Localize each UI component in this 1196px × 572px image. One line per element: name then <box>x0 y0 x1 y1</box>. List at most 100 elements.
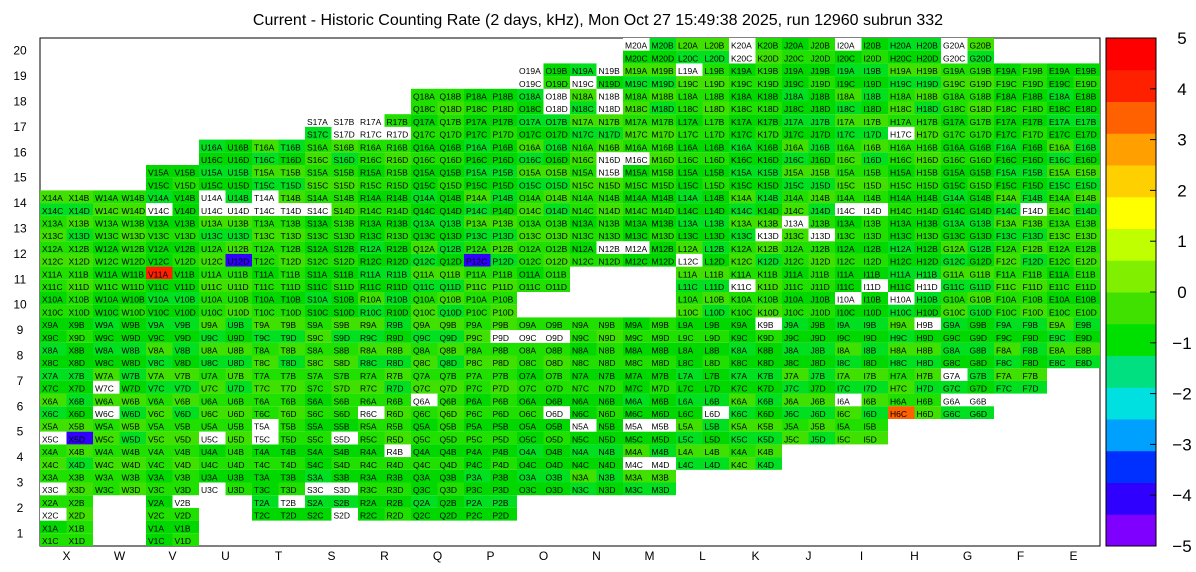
cell-S7C <box>305 380 332 394</box>
cell-label-R11B: R11B <box>387 269 408 279</box>
cell-label-L20A: L20A <box>678 41 698 51</box>
cell-label-V1D: V1D <box>175 536 192 546</box>
cell-R9C <box>358 330 385 343</box>
cell-L5A <box>676 419 703 432</box>
cell-label-R14C: R14C <box>360 206 382 216</box>
cell-label-P7C: P7C <box>466 384 483 394</box>
cell-label-K12A: K12A <box>731 244 752 254</box>
cell-label-V10A: V10A <box>148 295 169 305</box>
cell-label-N19A: N19A <box>572 66 594 76</box>
cell-label-W3D: W3D <box>122 485 141 495</box>
cell-label-Q5A: Q5A <box>413 422 430 432</box>
cell-label-L13D: L13D <box>705 231 725 241</box>
cell-W3D <box>119 482 146 496</box>
cell-H6C <box>888 406 915 419</box>
cell-label-U12D: U12D <box>228 257 250 267</box>
cell-label-K14D: K14D <box>758 206 779 216</box>
cell-M8C <box>623 355 650 369</box>
cell-label-O13B: O13B <box>546 219 568 229</box>
cell-label-J12A: J12A <box>784 244 804 254</box>
cell-label-S5C: S5C <box>307 434 324 444</box>
cell-label-X7A: X7A <box>42 371 58 381</box>
cell-Q2A <box>411 495 438 508</box>
cell-label-F10D: F10D <box>1023 307 1044 317</box>
cell-label-V11C: V11C <box>148 282 169 292</box>
cell-label-R15D: R15D <box>387 180 409 190</box>
cell-label-G13D: G13D <box>970 231 992 241</box>
cell-label-H14C: H14C <box>890 206 912 216</box>
cell-label-L12B: L12B <box>705 244 725 254</box>
cell-label-L19D: L19D <box>705 79 725 89</box>
cell-label-K18D: K18D <box>758 104 779 114</box>
cell-label-N19C: N19C <box>572 79 594 89</box>
cell-label-K15A: K15A <box>731 168 752 178</box>
cell-label-P17B: P17B <box>493 117 514 127</box>
cell-label-E8D: E8D <box>1076 358 1093 368</box>
cell-S8D <box>331 355 358 369</box>
cell-label-O5B: O5B <box>546 422 563 432</box>
cell-label-X3A: X3A <box>42 473 58 483</box>
colorbar-segment <box>1106 355 1156 388</box>
cell-M5B <box>649 419 676 432</box>
cell-label-T7C: T7C <box>254 384 270 394</box>
cell-label-X6B: X6B <box>69 396 85 406</box>
cell-Q5B <box>437 419 464 432</box>
cell-M8B <box>649 342 676 356</box>
cell-R5C <box>358 431 385 445</box>
cell-label-M18B: M18B <box>652 92 675 102</box>
cell-label-S17C: S17C <box>307 130 328 140</box>
cell-label-N18A: N18A <box>572 92 594 102</box>
cell-label-P13D: P13D <box>493 231 514 241</box>
cell-label-V11A: V11A <box>148 269 168 279</box>
cell-label-O17D: O17D <box>546 130 568 140</box>
cell-I9A <box>835 317 862 331</box>
cell-label-W5A: W5A <box>95 422 114 432</box>
cell-label-J7A: J7A <box>784 371 799 381</box>
colorbar-segment <box>1106 165 1156 198</box>
cell-V2C <box>146 507 173 521</box>
cell-label-F9D: F9D <box>1023 333 1039 343</box>
cell-label-H10B: H10B <box>917 295 939 305</box>
cell-label-X13B: X13B <box>69 219 90 229</box>
cell-label-H19D: H19D <box>917 79 939 89</box>
cell-V5A <box>146 419 173 432</box>
cell-label-G13C: G13C <box>943 231 965 241</box>
cell-label-N6C: N6C <box>572 409 589 419</box>
cell-label-I12D: I12D <box>864 257 882 267</box>
cell-K5C <box>729 431 756 445</box>
cell-M9A <box>623 317 650 331</box>
cell-label-Q7D: Q7D <box>440 384 457 394</box>
cell-label-H17D: H17D <box>917 130 939 140</box>
cell-label-J10D: J10D <box>811 307 831 317</box>
cell-label-J20B: J20B <box>811 41 831 51</box>
cell-N6C <box>570 406 597 419</box>
x-tick-T: T <box>275 549 283 563</box>
cell-label-N17B: N17B <box>599 117 621 127</box>
cell-label-Q13B: Q13B <box>440 219 462 229</box>
cell-label-X6C: X6C <box>42 409 59 419</box>
cell-M4A <box>623 444 650 458</box>
cell-label-Q15A: Q15A <box>413 168 435 178</box>
cell-H6B <box>914 393 941 407</box>
cell-label-P13C: P13C <box>466 231 487 241</box>
cell-G6D <box>967 406 994 419</box>
cell-label-R5B: R5B <box>387 422 404 432</box>
cell-label-T15D: T15D <box>281 180 302 190</box>
cell-N8B <box>596 342 623 356</box>
cell-label-P18A: P18A <box>466 92 487 102</box>
cell-label-X8A: X8A <box>42 346 58 356</box>
cell-label-X5C: X5C <box>42 434 59 444</box>
cell-label-V2D: V2D <box>175 511 192 521</box>
cell-label-T9D: T9D <box>281 333 297 343</box>
cell-P8B <box>490 342 517 356</box>
cell-J8A <box>782 342 809 356</box>
cell-V10C <box>146 304 173 318</box>
cell-label-W13C: W13C <box>95 231 119 241</box>
cell-X9A <box>40 317 67 331</box>
cell-label-L14B: L14B <box>705 193 725 203</box>
y-tick-7: 7 <box>17 374 24 388</box>
cell-label-I13C: I13C <box>837 231 855 241</box>
cell-label-L17B: L17B <box>705 117 725 127</box>
cell-I8A <box>835 342 862 356</box>
cell-label-I10A: I10A <box>837 295 855 305</box>
